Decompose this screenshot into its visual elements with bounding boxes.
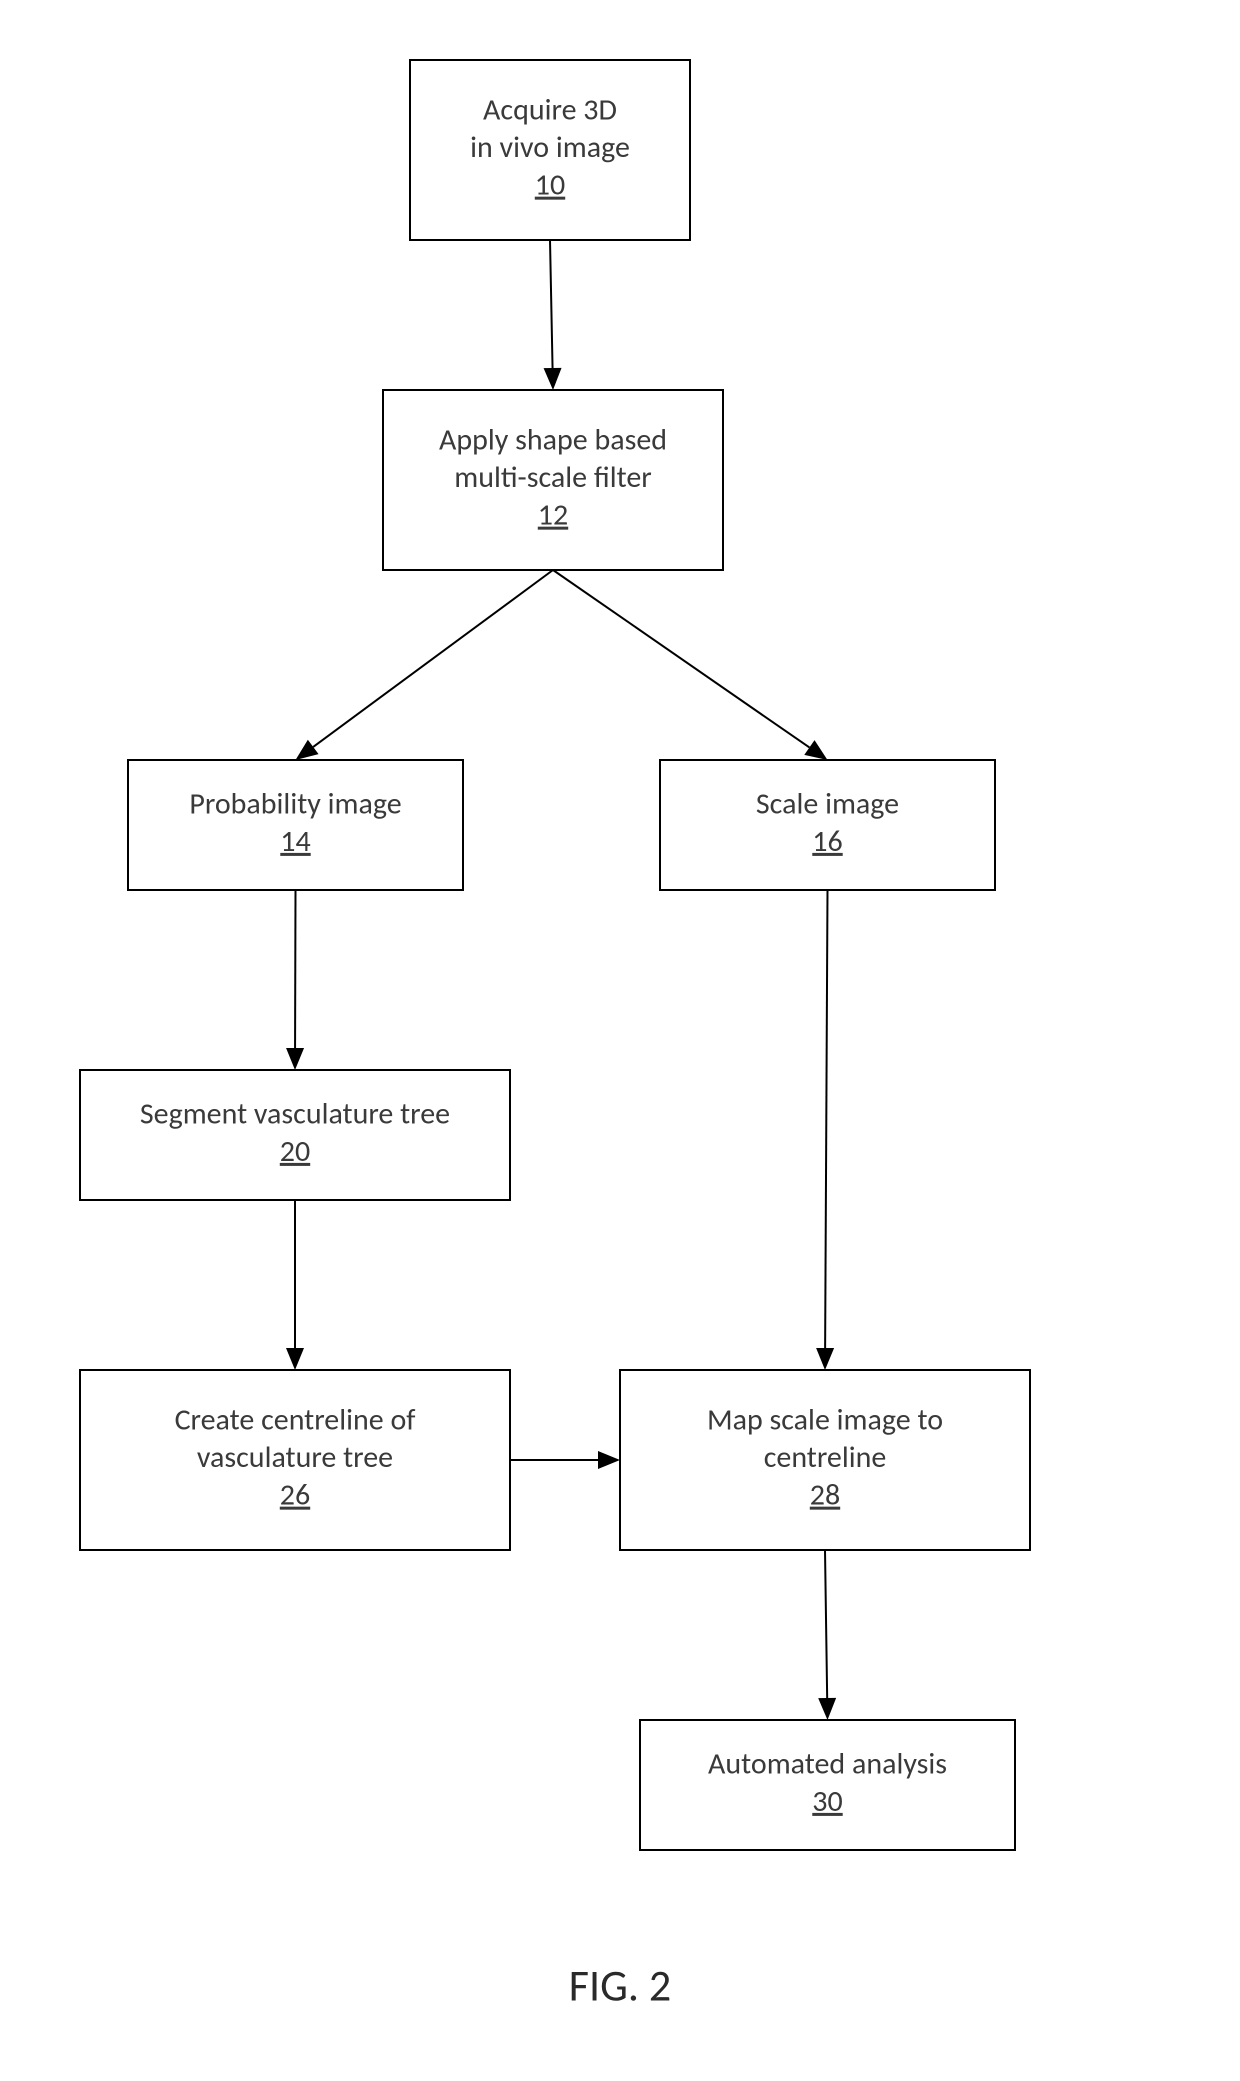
flow-edge xyxy=(313,570,553,747)
node-ref-number: 28 xyxy=(810,1477,840,1514)
node-label: Probability image xyxy=(189,785,401,822)
flow-node-20: Segment vasculature tree20 xyxy=(80,1070,510,1200)
arrowhead-icon xyxy=(818,1698,836,1720)
node-ref-number: 26 xyxy=(280,1477,310,1514)
node-label: multi-scale filter xyxy=(454,459,652,496)
node-ref-number: 30 xyxy=(812,1783,842,1820)
flow-edge xyxy=(825,890,827,1348)
node-ref-number: 16 xyxy=(812,823,842,860)
flow-node-10: Acquire 3Din vivo image10 xyxy=(410,60,690,240)
node-label: in vivo image xyxy=(470,129,630,166)
flow-node-14: Probability image14 xyxy=(128,760,463,890)
flow-node-12: Apply shape basedmulti-scale filter12 xyxy=(383,390,723,570)
flow-node-26: Create centreline ofvasculature tree26 xyxy=(80,1370,510,1550)
flow-edge xyxy=(550,240,553,368)
figure-caption: FIG. 2 xyxy=(569,1959,671,2013)
node-label: Apply shape based xyxy=(439,422,667,459)
flowchart-canvas: Acquire 3Din vivo image10 Apply shape bas… xyxy=(0,0,1240,2081)
node-label: Map scale image to xyxy=(707,1402,943,1439)
node-ref-number: 14 xyxy=(280,823,310,860)
node-ref-number: 10 xyxy=(535,167,565,204)
node-label: Create centreline of xyxy=(175,1402,416,1439)
node-label: Scale image xyxy=(756,785,899,822)
flow-node-28: Map scale image tocentreline28 xyxy=(620,1370,1030,1550)
arrowhead-icon xyxy=(544,368,562,390)
arrowhead-icon xyxy=(286,1348,304,1370)
node-label: Automated analysis xyxy=(708,1745,947,1782)
arrowhead-icon xyxy=(286,1048,304,1070)
arrowhead-icon xyxy=(598,1451,620,1469)
node-ref-number: 20 xyxy=(280,1133,310,1170)
arrowhead-icon xyxy=(816,1348,834,1370)
flow-node-16: Scale image16 xyxy=(660,760,995,890)
node-label: Acquire 3D xyxy=(483,92,617,129)
node-label: centreline xyxy=(764,1439,887,1476)
flow-node-30: Automated analysis30 xyxy=(640,1720,1015,1850)
node-label: Segment vasculature tree xyxy=(140,1095,450,1132)
arrowhead-icon xyxy=(296,740,319,760)
node-label: vasculature tree xyxy=(197,1439,393,1476)
arrowhead-icon xyxy=(804,740,827,760)
node-ref-number: 12 xyxy=(538,497,568,534)
flow-edge xyxy=(553,570,809,747)
flow-edge xyxy=(825,1550,827,1698)
